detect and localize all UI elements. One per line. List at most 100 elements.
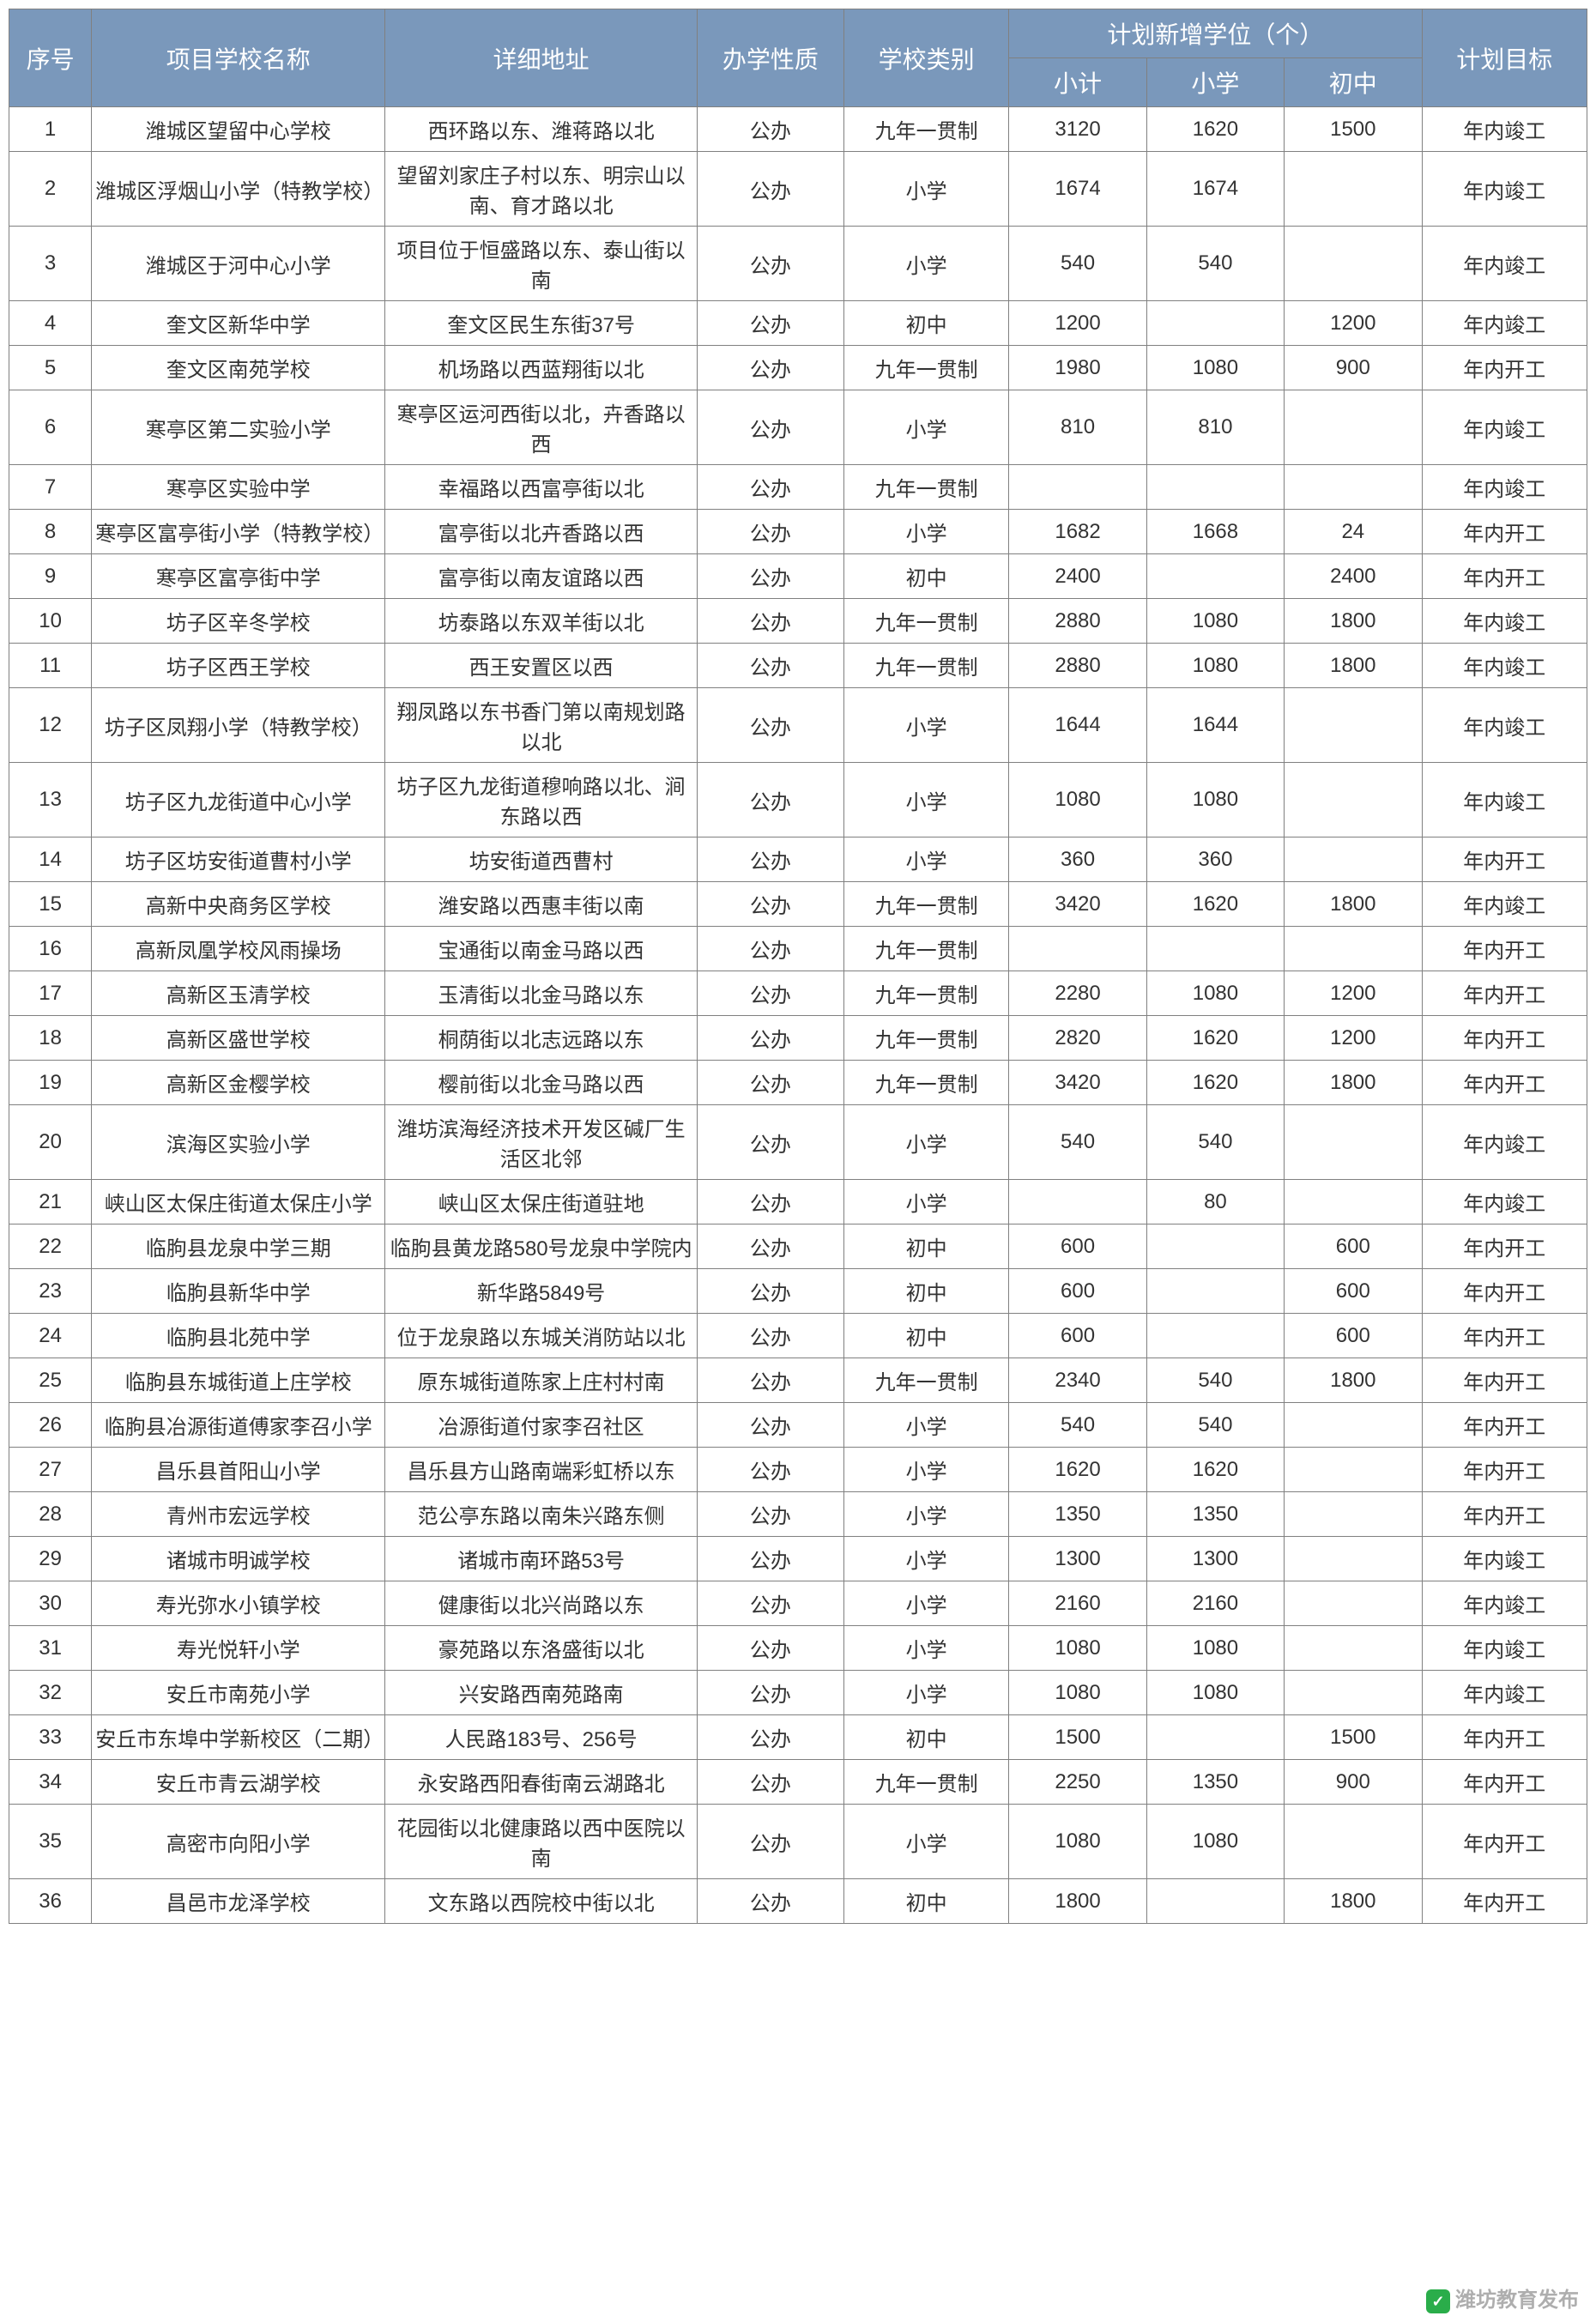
cell-type: 公办 [697, 927, 843, 971]
cell-cat: 小学 [843, 1537, 1008, 1581]
cell-name: 临朐县北苑中学 [92, 1314, 385, 1358]
cell-sub3: 24 [1285, 510, 1422, 554]
cell-seq: 14 [9, 837, 92, 882]
cell-seq: 19 [9, 1061, 92, 1105]
cell-seq: 27 [9, 1448, 92, 1492]
cell-goal: 年内竣工 [1422, 1671, 1587, 1715]
cell-type: 公办 [697, 301, 843, 346]
cell-type: 公办 [697, 1879, 843, 1924]
cell-sub3 [1285, 1403, 1422, 1448]
cell-type: 公办 [697, 837, 843, 882]
cell-sub1: 1080 [1009, 1626, 1146, 1671]
table-row: 27昌乐县首阳山小学昌乐县方山路南端彩虹桥以东公办小学16201620年内开工 [9, 1448, 1587, 1492]
cell-seq: 13 [9, 763, 92, 837]
cell-seq: 5 [9, 346, 92, 390]
header-sub1: 小计 [1009, 58, 1146, 107]
cell-cat: 小学 [843, 1492, 1008, 1537]
header-sub2: 小学 [1146, 58, 1284, 107]
cell-sub1: 540 [1009, 1105, 1146, 1180]
cell-sub3 [1285, 1805, 1422, 1879]
cell-sub2: 1620 [1146, 1016, 1284, 1061]
cell-sub3: 1200 [1285, 1016, 1422, 1061]
cell-goal: 年内开工 [1422, 1715, 1587, 1760]
cell-seq: 8 [9, 510, 92, 554]
cell-sub3: 1800 [1285, 882, 1422, 927]
cell-cat: 九年一贯制 [843, 1061, 1008, 1105]
cell-goal: 年内开工 [1422, 837, 1587, 882]
cell-sub1: 1980 [1009, 346, 1146, 390]
table-row: 24临朐县北苑中学位于龙泉路以东城关消防站以北公办初中600600年内开工 [9, 1314, 1587, 1358]
cell-addr: 樱前街以北金马路以西 [385, 1061, 698, 1105]
cell-cat: 小学 [843, 1581, 1008, 1626]
cell-goal: 年内竣工 [1422, 1626, 1587, 1671]
cell-sub1: 600 [1009, 1269, 1146, 1314]
cell-cat: 小学 [843, 227, 1008, 301]
cell-type: 公办 [697, 688, 843, 763]
cell-seq: 12 [9, 688, 92, 763]
cell-sub1: 1674 [1009, 152, 1146, 227]
table-row: 28青州市宏远学校范公亭东路以南朱兴路东侧公办小学13501350年内开工 [9, 1492, 1587, 1537]
cell-type: 公办 [697, 1626, 843, 1671]
school-plan-table: 序号 项目学校名称 详细地址 办学性质 学校类别 计划新增学位（个） 计划目标 … [9, 9, 1587, 1924]
cell-addr: 峡山区太保庄街道驻地 [385, 1180, 698, 1224]
watermark: ✓潍坊教育发布 [1426, 2283, 1579, 2313]
cell-seq: 16 [9, 927, 92, 971]
cell-sub2: 1644 [1146, 688, 1284, 763]
cell-addr: 西环路以东、潍蒋路以北 [385, 107, 698, 152]
cell-addr: 富亭街以南友谊路以西 [385, 554, 698, 599]
cell-type: 公办 [697, 599, 843, 644]
cell-seq: 11 [9, 644, 92, 688]
cell-type: 公办 [697, 882, 843, 927]
cell-goal: 年内竣工 [1422, 644, 1587, 688]
cell-type: 公办 [697, 763, 843, 837]
cell-sub3: 600 [1285, 1314, 1422, 1358]
cell-sub2: 1620 [1146, 107, 1284, 152]
cell-goal: 年内竣工 [1422, 599, 1587, 644]
cell-sub2: 1300 [1146, 1537, 1284, 1581]
cell-type: 公办 [697, 1269, 843, 1314]
cell-seq: 6 [9, 390, 92, 465]
cell-type: 公办 [697, 1224, 843, 1269]
cell-addr: 永安路西阳春街南云湖路北 [385, 1760, 698, 1805]
table-row: 13坊子区九龙街道中心小学坊子区九龙街道穆响路以北、涧东路以西公办小学10801… [9, 763, 1587, 837]
table-row: 14坊子区坊安街道曹村小学坊安街道西曹村公办小学360360年内开工 [9, 837, 1587, 882]
cell-sub2: 1080 [1146, 763, 1284, 837]
table-row: 29诸城市明诚学校诸城市南环路53号公办小学13001300年内竣工 [9, 1537, 1587, 1581]
cell-name: 高新区金樱学校 [92, 1061, 385, 1105]
cell-name: 寒亭区第二实验小学 [92, 390, 385, 465]
cell-sub2: 1350 [1146, 1492, 1284, 1537]
header-addr: 详细地址 [385, 9, 698, 107]
cell-seq: 7 [9, 465, 92, 510]
cell-sub2: 1080 [1146, 346, 1284, 390]
cell-addr: 玉清街以北金马路以东 [385, 971, 698, 1016]
cell-cat: 九年一贯制 [843, 346, 1008, 390]
cell-goal: 年内开工 [1422, 1269, 1587, 1314]
cell-goal: 年内竣工 [1422, 763, 1587, 837]
cell-sub2: 1668 [1146, 510, 1284, 554]
watermark-text: 潍坊教育发布 [1455, 2289, 1579, 2312]
table-row: 21峡山区太保庄街道太保庄小学峡山区太保庄街道驻地公办小学80年内竣工 [9, 1180, 1587, 1224]
cell-type: 公办 [697, 227, 843, 301]
cell-sub3 [1285, 1671, 1422, 1715]
table-row: 6寒亭区第二实验小学寒亭区运河西街以北，卉香路以西公办小学810810年内竣工 [9, 390, 1587, 465]
cell-sub1: 540 [1009, 227, 1146, 301]
cell-type: 公办 [697, 1358, 843, 1403]
cell-cat: 小学 [843, 1403, 1008, 1448]
header-goal: 计划目标 [1422, 9, 1587, 107]
cell-sub3: 1800 [1285, 1358, 1422, 1403]
cell-name: 寿光悦轩小学 [92, 1626, 385, 1671]
header-name: 项目学校名称 [92, 9, 385, 107]
table-row: 26临朐县冶源街道傅家李召小学冶源街道付家李召社区公办小学540540年内开工 [9, 1403, 1587, 1448]
cell-cat: 九年一贯制 [843, 644, 1008, 688]
cell-name: 坊子区西王学校 [92, 644, 385, 688]
cell-seq: 32 [9, 1671, 92, 1715]
cell-type: 公办 [697, 554, 843, 599]
cell-cat: 小学 [843, 390, 1008, 465]
cell-name: 坊子区凤翔小学（特教学校） [92, 688, 385, 763]
cell-sub2: 1080 [1146, 644, 1284, 688]
cell-type: 公办 [697, 1061, 843, 1105]
cell-name: 昌邑市龙泽学校 [92, 1879, 385, 1924]
cell-sub2: 1080 [1146, 599, 1284, 644]
cell-sub2: 360 [1146, 837, 1284, 882]
cell-type: 公办 [697, 1180, 843, 1224]
